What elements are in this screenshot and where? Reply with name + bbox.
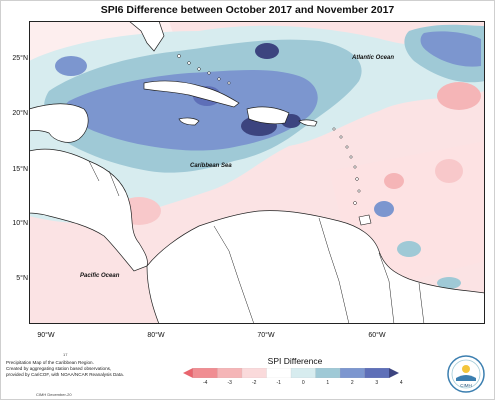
legend-segment — [183, 368, 193, 378]
legend-segment — [339, 368, 365, 378]
legend-segment — [217, 368, 243, 378]
field-red-spot-2 — [435, 159, 463, 183]
legend-title: SPI Difference — [267, 356, 323, 366]
land-puerto-rico — [298, 119, 318, 127]
field-blue-deep-ne — [420, 31, 481, 67]
credit-block: Precipitation Map of the Caribbean Regio… — [6, 360, 156, 378]
lat-label-20n: 20°N — [12, 110, 28, 117]
legend-tick-label: 0 — [301, 380, 305, 386]
credit-tag: 17 — [63, 352, 68, 357]
legend-tick-label: 2 — [350, 380, 354, 386]
land-lesser-antilles — [332, 127, 361, 205]
label-pacific-ocean: Pacific Ocean — [80, 273, 120, 279]
land-south-america — [146, 210, 485, 324]
land-central-america — [29, 148, 148, 272]
logo-text: CIMH — [460, 383, 472, 388]
field-se-patch-1 — [374, 201, 394, 217]
land-florida — [128, 21, 165, 52]
field-se-patch-2 — [397, 241, 421, 257]
legend-colorbar — [183, 368, 399, 378]
legend-tick-label: 3 — [375, 380, 379, 386]
land-jamaica — [178, 117, 200, 126]
legend-segment — [389, 368, 399, 378]
label-atlantic-ocean: Atlantic Ocean — [352, 55, 395, 61]
land-bahamas — [177, 54, 231, 85]
legend-segment — [364, 368, 390, 378]
field-se-patch-3 — [437, 277, 461, 289]
credit-line-1: Precipitation Map of the Caribbean Regio… — [6, 360, 94, 365]
legend-segment — [290, 368, 316, 378]
field-red-spot-1 — [384, 173, 404, 189]
lon-label-80w: 80°W — [147, 332, 165, 339]
lat-label-25n: 25°N — [12, 55, 28, 62]
country-borders — [88, 160, 425, 324]
legend-segment — [192, 368, 218, 378]
legend-tick-label: -2 — [252, 380, 257, 386]
lat-label-15n: 15°N — [12, 166, 28, 173]
legend-segment — [241, 368, 267, 378]
land-hispaniola — [246, 106, 290, 125]
field-core-1 — [255, 43, 279, 59]
legend-segment — [315, 368, 341, 378]
lon-label-70w: 70°W — [257, 332, 275, 339]
legend-tick-label: 4 — [399, 380, 403, 386]
legend-tick-label: -4 — [203, 380, 208, 386]
land-cuba — [143, 80, 240, 108]
legend-segment — [266, 368, 292, 378]
field-core-5 — [55, 56, 87, 76]
credit-date: CIMH December-20 — [36, 392, 72, 397]
lat-label-10n: 10°N — [12, 220, 28, 227]
lon-label-90w: 90°W — [37, 332, 55, 339]
lon-label-60w: 60°W — [368, 332, 386, 339]
cimh-logo-icon: CIMH — [447, 355, 485, 393]
map-title: SPI6 Difference between October 2017 and… — [100, 4, 395, 16]
legend-tick-label: 1 — [326, 380, 330, 386]
map-frame — [29, 21, 485, 324]
legend-tick-label: -3 — [227, 380, 232, 386]
legend-tick-label: -1 — [276, 380, 281, 386]
credit-line-3: provided by CariCOF, with NOAA/NCAR Rean… — [6, 372, 124, 377]
lat-label-5n: 5°N — [16, 275, 28, 282]
land-trinidad — [358, 214, 372, 226]
label-caribbean-sea: Caribbean Sea — [190, 163, 232, 169]
spi-map — [29, 21, 485, 324]
credit-line-2: Created by aggregating station based obs… — [6, 366, 112, 371]
land-yucatan — [29, 103, 89, 143]
field-red-spot-4 — [437, 82, 481, 110]
spi-map-canvas — [29, 21, 485, 324]
